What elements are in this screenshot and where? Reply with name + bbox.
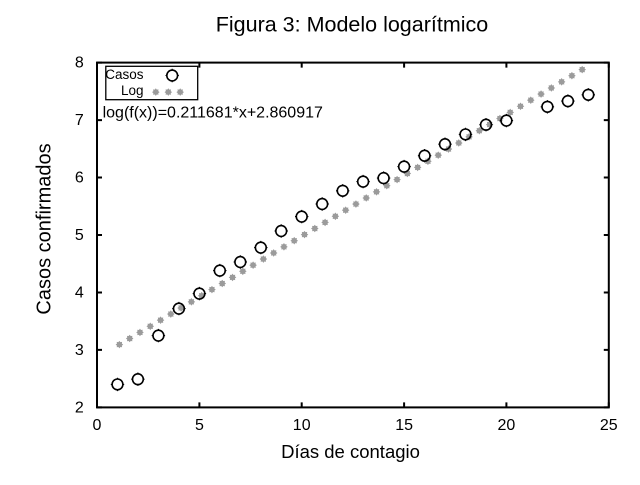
svg-text:Casos: Casos [105, 67, 144, 82]
svg-text:10: 10 [293, 417, 311, 434]
svg-text:4: 4 [75, 284, 84, 301]
svg-text:25: 25 [600, 417, 618, 434]
svg-text:Figura 3: Modelo logarítmico: Figura 3: Modelo logarítmico [216, 13, 488, 37]
svg-text:Casos confirmados: Casos confirmados [33, 143, 55, 314]
svg-text:0: 0 [93, 417, 102, 434]
svg-text:Log: Log [121, 83, 144, 98]
svg-text:5: 5 [75, 227, 84, 244]
svg-text:2: 2 [75, 399, 84, 416]
svg-text:Días de contagio: Días de contagio [281, 441, 420, 462]
svg-text:20: 20 [498, 417, 516, 434]
svg-text:8: 8 [75, 55, 84, 72]
svg-text:7: 7 [75, 112, 84, 129]
svg-text:6: 6 [75, 169, 84, 186]
svg-text:5: 5 [195, 417, 204, 434]
svg-text:3: 3 [75, 342, 84, 359]
svg-text:log(f(x))=0.211681*x+2.860917: log(f(x))=0.211681*x+2.860917 [103, 105, 323, 122]
svg-text:15: 15 [395, 417, 413, 434]
